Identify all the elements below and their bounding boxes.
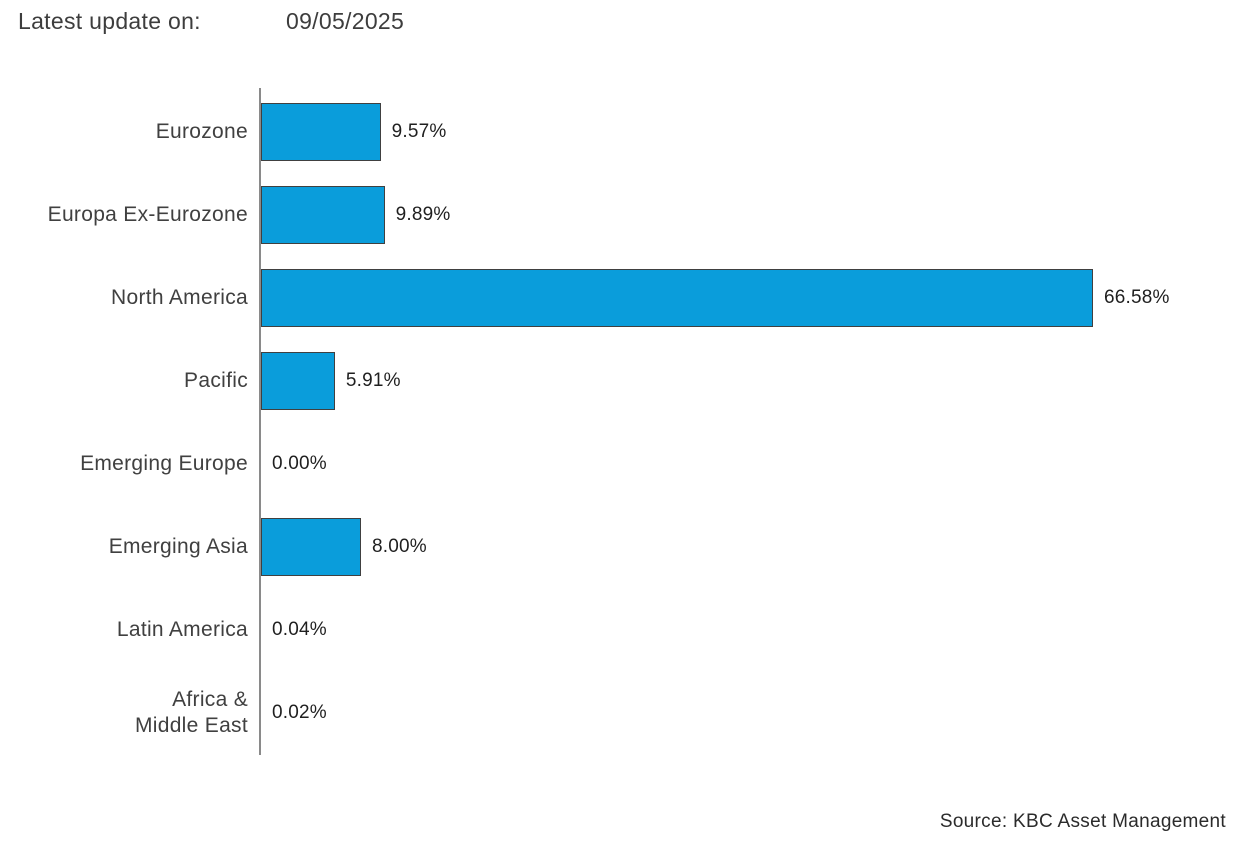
chart-row: Latin America 0.04%	[0, 588, 1250, 671]
bar	[261, 185, 385, 244]
chart-row: Pacific 5.91%	[0, 339, 1250, 422]
category-label: Europa Ex-Eurozone	[47, 202, 248, 226]
value-label: 0.04%	[272, 618, 327, 640]
bar-area: 8.00%	[261, 505, 427, 588]
bar-area: 0.00%	[261, 422, 327, 505]
y-axis-line	[259, 88, 261, 755]
bar	[261, 102, 381, 161]
chart-row: Emerging Asia 8.00%	[0, 505, 1250, 588]
value-label: 66.58%	[1104, 286, 1170, 308]
category-label: Latin America	[116, 617, 248, 641]
source-note: Source: KBC Asset Management	[939, 811, 1226, 832]
latest-update-label: Latest update on:	[18, 8, 201, 34]
bar-area: 9.89%	[261, 173, 450, 256]
chart-row: North America 66.58%	[0, 256, 1250, 339]
category-label: Pacific	[184, 368, 248, 392]
bar-area: 9.57%	[261, 90, 446, 173]
bar-area: 66.58%	[261, 256, 1170, 339]
category-label: Eurozone	[155, 119, 248, 143]
bar	[261, 351, 335, 410]
chart-row: Emerging Europe 0.00%	[0, 422, 1250, 505]
value-label: 9.89%	[395, 203, 451, 225]
bar-area: 0.02%	[261, 671, 327, 754]
value-label: 0.02%	[272, 701, 327, 723]
chart-row: Africa & Middle East 0.02%	[0, 671, 1250, 754]
value-label: 0.00%	[272, 452, 327, 474]
category-label: North America	[111, 285, 248, 309]
chart-rows: Eurozone 9.57% Europa Ex-Eurozone 9.89% Nort…	[0, 90, 1250, 754]
bar	[261, 268, 1093, 327]
bar-chart: Eurozone 9.57% Europa Ex-Eurozone 9.89% Nort…	[0, 88, 1250, 755]
bar	[261, 517, 361, 576]
latest-update-date: 09/05/2025	[286, 8, 405, 34]
bar-area: 0.04%	[261, 588, 327, 671]
chart-row: Eurozone 9.57%	[0, 90, 1250, 173]
category-label: Emerging Europe	[80, 451, 248, 475]
bar-area: 5.91%	[261, 339, 401, 422]
chart-row: Europa Ex-Eurozone 9.89%	[0, 173, 1250, 256]
value-label: 9.57%	[391, 120, 447, 142]
value-label: 8.00%	[372, 535, 427, 557]
category-label: Emerging Asia	[108, 534, 248, 558]
category-label: Africa & Middle East	[134, 687, 248, 737]
value-label: 5.91%	[345, 369, 401, 391]
